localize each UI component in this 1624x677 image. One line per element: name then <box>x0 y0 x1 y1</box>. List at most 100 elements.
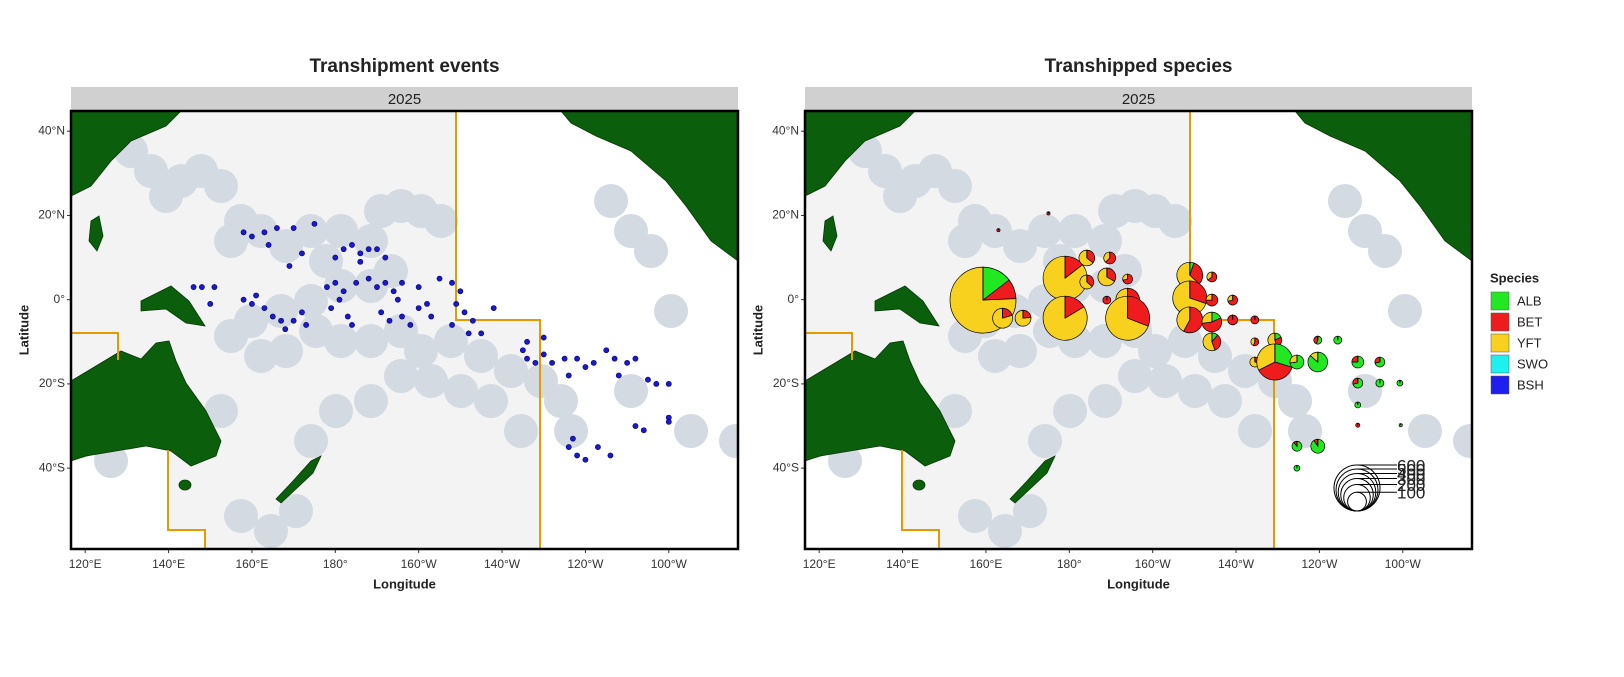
event-point <box>299 309 305 316</box>
pie <box>996 228 1001 233</box>
pie <box>1374 356 1386 368</box>
event-point <box>449 279 455 286</box>
event-point <box>574 355 580 362</box>
event-point <box>595 444 601 450</box>
x-tick-label: 160°W <box>401 557 438 571</box>
event-point <box>253 292 259 299</box>
pie <box>1102 295 1112 305</box>
plot-frame <box>803 109 1474 551</box>
pie <box>1097 267 1117 287</box>
event-point <box>565 444 572 450</box>
event-point <box>607 452 614 459</box>
event-point <box>570 435 576 442</box>
pie-slice <box>1078 249 1094 267</box>
event-point <box>565 372 572 379</box>
event-point <box>357 250 364 257</box>
event-point <box>549 359 555 366</box>
event-point <box>274 225 280 231</box>
event-point <box>524 338 530 345</box>
event-point <box>519 347 526 354</box>
x-tick-label: 160°E <box>970 557 1003 571</box>
event-point <box>299 250 305 257</box>
event-point <box>240 296 247 303</box>
legend-label: YFT <box>1517 335 1542 350</box>
event-point <box>249 300 255 307</box>
pie-slice <box>992 307 1013 329</box>
size-legend-label: 300 <box>1397 470 1425 489</box>
x-tick-label: 120°E <box>69 557 102 571</box>
facet-label: 2025 <box>388 91 421 108</box>
event-point <box>336 296 343 303</box>
pie <box>992 307 1013 329</box>
pie-slice <box>1103 251 1111 263</box>
pie <box>1046 211 1051 216</box>
event-point <box>624 359 631 366</box>
pie <box>1172 280 1208 316</box>
x-tick-label: 140°W <box>484 557 521 571</box>
x-tick-label: 120°W <box>567 557 604 571</box>
pie <box>1307 351 1328 373</box>
event-point <box>340 246 347 253</box>
event-point <box>640 427 647 434</box>
pie-slice <box>1206 271 1213 281</box>
pie-slice <box>1201 317 1223 333</box>
event-point <box>374 284 380 290</box>
y-tick-label: 20°N <box>38 208 65 222</box>
legend-swatch <box>1490 312 1510 332</box>
event-point <box>399 313 405 320</box>
event-point <box>378 309 385 316</box>
x-axis-label: Longitude <box>1107 576 1170 591</box>
event-point <box>340 288 347 295</box>
pie <box>1202 332 1222 352</box>
event-point <box>632 423 639 429</box>
basemap <box>64 111 753 549</box>
x-tick-label: 140°E <box>152 557 185 571</box>
event-point <box>394 296 401 303</box>
event-point <box>532 359 539 366</box>
event-point <box>324 284 330 290</box>
legend-label: SWO <box>1517 356 1548 371</box>
pie-slice <box>1258 361 1293 381</box>
pie-slice <box>1176 306 1191 332</box>
pie <box>1310 438 1326 454</box>
event-point <box>478 330 485 337</box>
legend-swatch <box>1490 291 1510 311</box>
pie <box>1396 379 1404 387</box>
event-point <box>540 334 547 341</box>
pie-slice <box>1079 274 1093 290</box>
event-point <box>424 300 430 307</box>
legend-label: BSH <box>1517 377 1544 392</box>
pie <box>1313 335 1323 345</box>
x-tick-label: 120°W <box>1301 557 1338 571</box>
event-point <box>415 305 422 311</box>
event-point <box>311 220 318 227</box>
legend-label: BET <box>1517 314 1542 329</box>
legend-swatch <box>1490 354 1510 374</box>
pie-slice <box>1105 295 1149 341</box>
pie <box>1355 422 1361 428</box>
event-point <box>415 284 422 290</box>
event-point <box>211 284 218 290</box>
event-point <box>665 418 672 425</box>
pie <box>1352 377 1364 389</box>
x-tick-label: 180° <box>323 557 348 571</box>
event-point <box>399 279 405 286</box>
pie-slice <box>1351 355 1359 363</box>
plot-frame <box>69 109 740 551</box>
size-legend-label: 400 <box>1397 465 1425 484</box>
pie-slice <box>1202 332 1216 352</box>
pie <box>1333 335 1343 345</box>
event-point <box>365 275 372 282</box>
event-point <box>457 288 464 295</box>
event-point <box>490 305 497 311</box>
event-point <box>374 246 380 253</box>
event-point <box>561 355 568 362</box>
pie-slice <box>1201 311 1213 324</box>
y-axis-label: Latitude <box>750 305 765 356</box>
legend-title: Species <box>1490 270 1539 285</box>
event-point <box>540 351 547 358</box>
pie <box>1014 309 1032 327</box>
size-legend-label: 500 <box>1397 460 1425 479</box>
event-point <box>603 347 610 354</box>
